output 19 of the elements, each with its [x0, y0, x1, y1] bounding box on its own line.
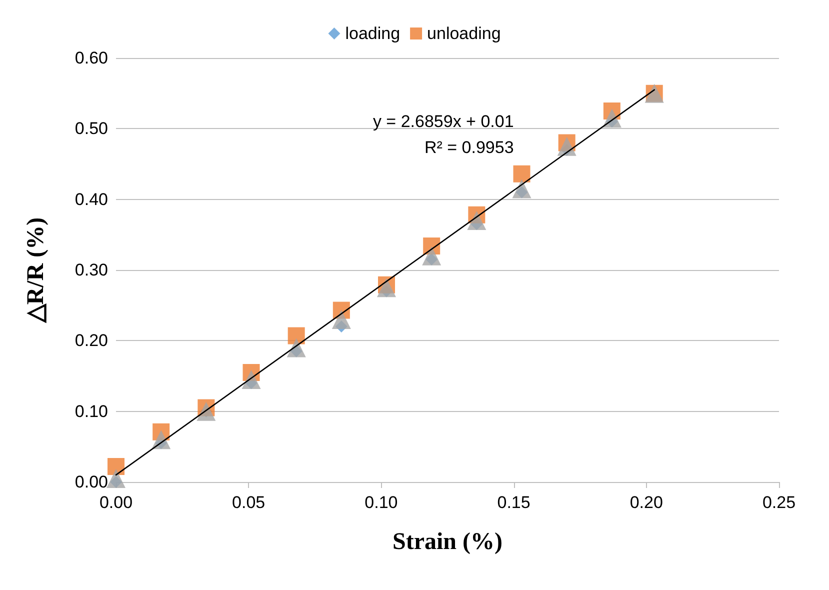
y-tick-label: 0.40 — [74, 190, 108, 209]
annotation: R² = 0.9953 — [424, 138, 514, 158]
annotation: y = 2.6859x + 0.01 — [372, 112, 514, 132]
y-tick-label: 0.20 — [74, 331, 108, 350]
x-tick-label: 0.25 — [762, 493, 796, 512]
y-tick-label: 0.10 — [74, 402, 108, 421]
x-tick-label: 0.10 — [364, 493, 398, 512]
y-tick-label: 0.30 — [74, 260, 108, 280]
legend-label: loading — [345, 24, 400, 43]
y-tick-label: 0.60 — [74, 48, 108, 68]
x-tick-label: 0.20 — [630, 493, 663, 512]
legend-label: unloading — [427, 24, 501, 43]
x-tick-label: 0.00 — [99, 493, 133, 512]
x-tick-label: 0.05 — [232, 493, 266, 512]
y-tick-label: 0.00 — [74, 472, 108, 492]
y-tick-label: 0.50 — [74, 119, 108, 138]
x-axis-title: Strain (%) — [392, 529, 502, 555]
x-tick-label: 0.15 — [497, 493, 530, 512]
y-axis-title: △R/R (%) — [23, 217, 49, 324]
